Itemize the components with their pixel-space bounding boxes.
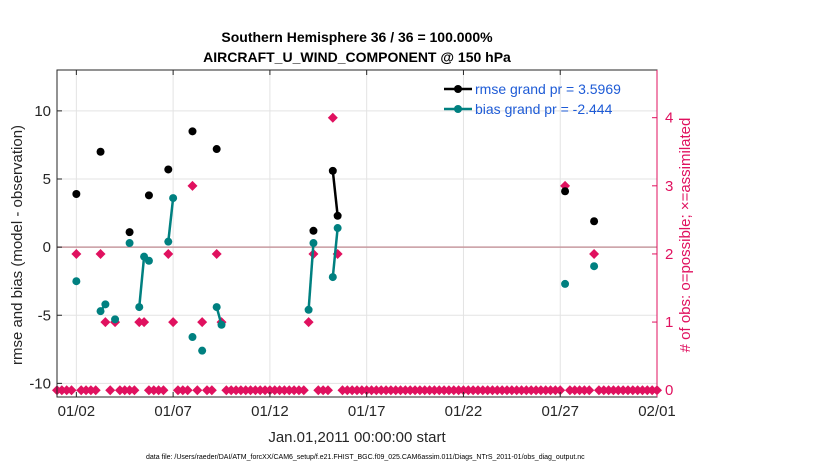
rmse-point	[561, 187, 570, 196]
bias-point	[72, 277, 81, 286]
obs-count-marker	[95, 248, 106, 259]
legend-marker-rmse	[454, 85, 462, 93]
y-tick-label: 10	[34, 103, 51, 120]
legend-marker-bias	[454, 105, 462, 113]
x-tick-label: 01/22	[445, 403, 483, 420]
obs-count-marker	[129, 385, 140, 396]
y-tick-label: 0	[43, 239, 51, 256]
obs-count-marker	[584, 385, 595, 396]
obs-count-marker	[158, 385, 169, 396]
y-axis-label: rmse and bias (model - observation)	[9, 125, 26, 365]
obs-count-marker	[182, 385, 193, 396]
rmse-point	[164, 165, 173, 174]
rmse-point	[125, 228, 134, 237]
rmse-point	[96, 147, 105, 156]
bias-point	[144, 256, 153, 265]
bias-point	[135, 303, 144, 312]
obs-count-marker	[100, 317, 111, 328]
bias-point	[111, 315, 120, 324]
obs-count-marker	[327, 112, 338, 123]
axis-ticks: 01/02 01/07 01/12 01/17 01/22 01/27 02/01 -10 -5…	[29, 70, 676, 420]
rmse-point	[72, 189, 81, 198]
obs-count-marker	[105, 385, 116, 396]
bias-point	[309, 239, 318, 248]
bias-point	[96, 307, 105, 316]
bias-point	[304, 305, 313, 314]
obs-count-marker	[589, 248, 600, 259]
chart-subtitle: AIRCRAFT_U_WIND_COMPONENT @ 150 hPa	[203, 49, 511, 65]
series-layer	[52, 112, 662, 396]
y2-tick-label: 3	[665, 178, 673, 195]
obs-count-marker	[197, 317, 208, 328]
footnote: data file: /Users/raeder/DAI/ATM_forcXX/…	[146, 454, 585, 461]
bias-segment	[167, 197, 175, 242]
rmse-point	[328, 166, 337, 175]
obs-count-marker	[71, 248, 82, 259]
bias-point	[217, 320, 226, 329]
bias-point	[561, 279, 570, 288]
y2-tick-label: 1	[665, 314, 673, 331]
bias-point	[101, 300, 110, 309]
bias-point	[212, 303, 221, 312]
obs-count-marker	[187, 180, 198, 191]
bias-segment	[307, 242, 315, 310]
bias-point	[590, 262, 599, 271]
plot-area	[57, 70, 657, 397]
obs-count-marker	[206, 385, 217, 396]
bias-point	[198, 346, 207, 355]
x-axis-label: Jan.01,2011 00:00:00 start	[268, 429, 446, 446]
obs-count-marker	[211, 248, 222, 259]
y-tick-label: -5	[38, 307, 51, 324]
bias-point	[333, 224, 342, 233]
y2-axis-label: # of obs: o=possible; ×=assimilated	[677, 118, 694, 353]
obs-count-marker	[163, 248, 174, 259]
bias-point	[188, 333, 197, 342]
x-tick-label: 01/07	[154, 403, 192, 420]
bias-point	[328, 273, 337, 282]
bias-point	[164, 237, 173, 246]
obs-count-marker	[555, 385, 566, 396]
obs-count-marker	[322, 385, 333, 396]
legend-label-bias: bias grand pr = -2.444	[475, 101, 613, 117]
obs-count-marker	[303, 317, 314, 328]
obs-count-marker	[168, 317, 179, 328]
bias-segment	[138, 256, 146, 308]
obs-count-marker	[298, 385, 309, 396]
rmse-point	[212, 145, 221, 154]
rmse-point	[144, 191, 153, 200]
legend: rmse grand pr = 3.5969 bias grand pr = -2…	[444, 81, 621, 117]
bias-point	[125, 239, 134, 248]
obs-count-marker	[139, 317, 150, 328]
y-tick-label: 5	[43, 171, 51, 188]
obs-count-marker	[90, 385, 101, 396]
x-tick-label: 01/17	[348, 403, 386, 420]
rmse-point	[309, 226, 318, 235]
y2-tick-label: 2	[665, 246, 673, 263]
rmse-segment	[331, 170, 339, 216]
y2-tick-label: 0	[665, 382, 673, 399]
bias-point	[169, 194, 178, 203]
obs-count-marker	[66, 385, 77, 396]
rmse-point	[333, 211, 342, 220]
y-tick-label: -10	[29, 375, 51, 392]
x-tick-label: 02/01	[638, 403, 676, 420]
x-tick-label: 01/27	[541, 403, 579, 420]
chart-title: Southern Hemisphere 36 / 36 = 100.000%	[221, 29, 493, 45]
bias-segment	[331, 227, 339, 278]
rmse-point	[188, 127, 197, 136]
legend-label-rmse: rmse grand pr = 3.5969	[475, 81, 621, 97]
rmse-point	[590, 217, 599, 226]
x-tick-label: 01/12	[251, 403, 289, 420]
x-tick-label: 01/02	[58, 403, 96, 420]
y2-tick-label: 4	[665, 110, 673, 127]
obs-count-marker	[192, 385, 203, 396]
